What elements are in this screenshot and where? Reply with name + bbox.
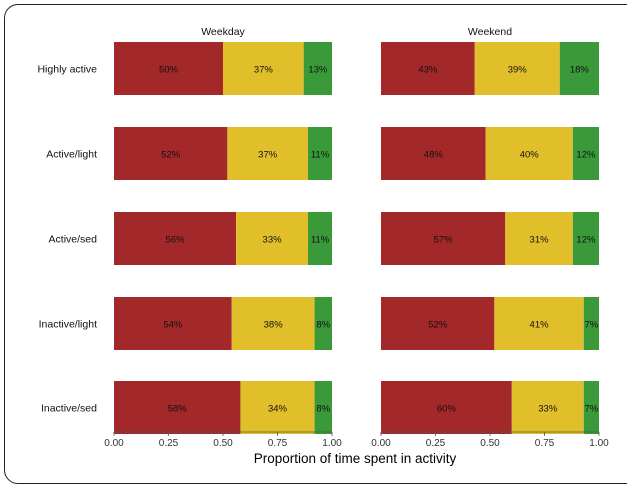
data-label-weekday-4-0: 58%: [168, 404, 188, 415]
data-label-weekday-0-2: 13%: [308, 65, 328, 76]
data-label-weekend-1-2: 12%: [576, 150, 596, 161]
data-label-weekday-3-1: 38%: [264, 320, 284, 331]
bar-segment-weekend-2-0: [381, 212, 506, 265]
panel-title-weekday: Weekday: [201, 26, 245, 38]
bar-segment-weekday-0-0: [114, 42, 223, 95]
data-label-weekday-2-1: 33%: [263, 235, 283, 246]
x-axis-title: Proportion of time spent in activity: [254, 451, 457, 466]
data-label-weekend-2-0: 57%: [434, 235, 454, 246]
data-label-weekday-4-1: 34%: [268, 404, 288, 415]
bar-segment-weekday-2-1: [236, 212, 309, 265]
x-tick-label-weekday-0: 0.00: [104, 438, 124, 449]
data-label-weekday-4-2: 8%: [316, 404, 330, 415]
bar-segment-weekend-4-2: [583, 381, 599, 434]
stacked-bar-chart: Highly active Active/light Active/sed Inact…: [37, 26, 609, 466]
bar-segment-weekend-1-1: [485, 127, 573, 180]
bar-segment-weekend-4-0: [381, 381, 512, 434]
x-tick-label-weekday-2: 0.50: [213, 438, 233, 449]
bar-segment-weekday-1-0: [114, 127, 228, 180]
data-label-weekend-4-0: 60%: [437, 404, 457, 415]
bar-segment-weekday-3-2: [314, 297, 332, 350]
bar-segment-weekend-1-2: [572, 127, 599, 180]
row-label-highly-active: Highly active: [37, 64, 97, 76]
x-tick-label-weekday-4: 1.00: [322, 438, 342, 449]
data-label-weekend-3-2: 7%: [585, 320, 599, 331]
x-tick-label-weekday-1: 0.25: [159, 438, 179, 449]
data-label-weekend-0-2: 18%: [570, 65, 590, 76]
bar-segment-weekday-3-1: [231, 297, 315, 350]
bar-segment-weekday-3-0: [114, 297, 232, 350]
bar-segment-weekend-1-0: [381, 127, 486, 180]
data-label-weekend-0-1: 39%: [508, 65, 528, 76]
data-label-weekday-3-0: 54%: [163, 320, 183, 331]
bar-segment-weekend-0-2: [559, 42, 599, 95]
bar-segment-weekend-0-1: [474, 42, 560, 95]
data-label-weekend-2-2: 12%: [576, 235, 596, 246]
bar-segment-weekend-3-0: [381, 297, 495, 350]
data-label-weekend-1-1: 40%: [520, 150, 540, 161]
x-tick-label-weekend-1: 0.25: [426, 438, 446, 449]
bar-segment-weekend-3-1: [494, 297, 584, 350]
bar-segment-weekend-4-1: [511, 381, 584, 434]
bar-segment-weekday-1-1: [227, 127, 309, 180]
x-tick-label-weekend-3: 0.75: [535, 438, 555, 449]
row-label-inactive-light: Inactive/light: [39, 319, 97, 331]
bar-segment-weekday-4-2: [314, 381, 332, 434]
data-label-weekend-3-0: 52%: [428, 320, 448, 331]
bar-segment-weekday-2-0: [114, 212, 237, 265]
row-label-active-sed: Active/sed: [49, 234, 98, 246]
bar-segment-weekend-0-0: [381, 42, 475, 95]
data-label-weekday-3-2: 8%: [316, 320, 330, 331]
data-label-weekday-1-2: 11%: [311, 150, 330, 161]
x-tick-label-weekday-3: 0.75: [268, 438, 288, 449]
data-label-weekend-1-0: 48%: [424, 150, 444, 161]
data-label-weekday-1-1: 37%: [258, 150, 278, 161]
data-label-weekday-0-1: 37%: [254, 65, 274, 76]
row-label-active-light: Active/light: [46, 149, 97, 161]
x-tick-label-weekend-0: 0.00: [371, 438, 391, 449]
data-label-weekday-0-0: 50%: [159, 65, 179, 76]
bar-segment-weekday-0-1: [223, 42, 304, 95]
data-label-weekday-2-0: 56%: [166, 235, 186, 246]
data-label-weekend-4-2: 7%: [585, 404, 599, 415]
bar-segment-weekday-2-2: [308, 212, 332, 265]
x-tick-label-weekend-2: 0.50: [480, 438, 500, 449]
data-label-weekend-0-0: 43%: [418, 65, 438, 76]
bar-segment-weekday-0-2: [303, 42, 332, 95]
row-label-inactive-sed: Inactive/sed: [41, 403, 97, 415]
panel-title-weekend: Weekend: [468, 26, 512, 38]
bar-segment-weekend-3-2: [583, 297, 599, 350]
x-tick-label-weekend-4: 1.00: [589, 438, 609, 449]
data-label-weekday-2-2: 11%: [311, 235, 330, 246]
data-label-weekend-4-1: 33%: [538, 404, 558, 415]
data-label-weekend-2-1: 31%: [530, 235, 550, 246]
bar-segment-weekend-2-2: [572, 212, 599, 265]
bar-segment-weekend-2-1: [505, 212, 573, 265]
data-label-weekend-3-1: 41%: [530, 320, 550, 331]
data-label-weekday-1-0: 52%: [161, 150, 181, 161]
bar-segment-weekday-4-1: [240, 381, 315, 434]
bar-segment-weekday-1-2: [308, 127, 332, 180]
bar-segment-weekday-4-0: [114, 381, 241, 434]
